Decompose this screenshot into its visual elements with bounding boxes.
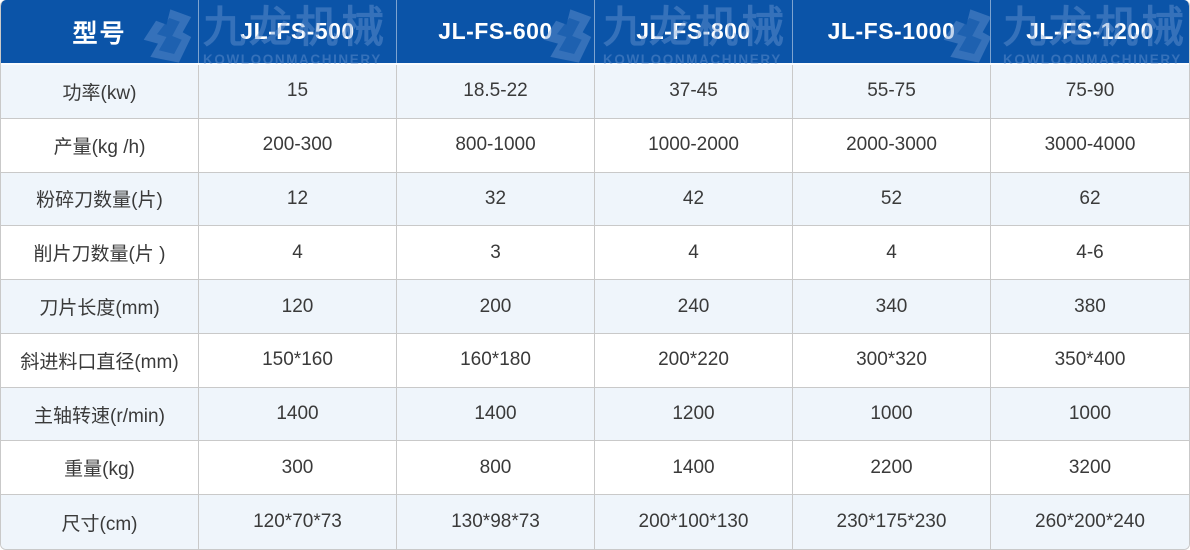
- spec-value-cell: 240: [595, 280, 793, 334]
- spec-value-cell: 2200: [793, 441, 991, 496]
- row-label: 主轴转速(r/min): [1, 387, 199, 442]
- spec-value-cell: 32: [397, 172, 595, 227]
- spec-value-cell: 4: [199, 226, 397, 281]
- spec-value-cell: 300*320: [793, 333, 991, 388]
- spec-value-cell: 75-90: [991, 65, 1189, 119]
- spec-value-cell: 120: [199, 280, 397, 334]
- row-label: 功率(kw): [1, 65, 199, 119]
- spec-value-cell: 1000-2000: [595, 118, 793, 173]
- header-cell-jl-fs-600: JL-FS-600: [397, 0, 595, 63]
- spec-value-cell: 340: [793, 280, 991, 334]
- spec-value-cell: 200*100*130: [595, 495, 793, 549]
- spec-value-cell: 120*70*73: [199, 495, 397, 549]
- row-label: 粉碎刀数量(片): [1, 172, 199, 227]
- table-row-spindle-speed: 主轴转速(r/min) 1400 1400 1200 1000 1000: [1, 387, 1189, 442]
- spec-value-cell: 3200: [991, 441, 1189, 496]
- table-body: 功率(kw) 15 18.5-22 37-45 55-75 75-90 产量(k…: [1, 65, 1189, 549]
- spec-value-cell: 150*160: [199, 333, 397, 388]
- spec-value-cell: 130*98*73: [397, 495, 595, 549]
- spec-value-cell: 15: [199, 65, 397, 119]
- spec-value-cell: 55-75: [793, 65, 991, 119]
- spec-value-cell: 800: [397, 441, 595, 496]
- spec-value-cell: 230*175*230: [793, 495, 991, 549]
- spec-value-cell: 42: [595, 172, 793, 227]
- spec-value-cell: 200*220: [595, 333, 793, 388]
- spec-value-cell: 260*200*240: [1035, 511, 1145, 533]
- spec-value-cell: 37-45: [595, 65, 793, 119]
- table-row-crushing-blades: 粉碎刀数量(片) 12 32 42 52 62: [1, 172, 1189, 227]
- row-label: 削片刀数量(片 ): [1, 226, 199, 281]
- row-label: 产量(kg /h): [1, 118, 199, 173]
- row-label: 重量(kg): [1, 441, 199, 496]
- spec-value-cell: 200: [397, 280, 595, 334]
- spec-value-cell: 3: [397, 226, 595, 281]
- header-cell-jl-fs-1000: JL-FS-1000: [793, 0, 991, 63]
- spec-value-cell: 12: [199, 172, 397, 227]
- row-label: 尺寸(cm): [1, 495, 199, 549]
- table-row-blade-length: 刀片长度(mm) 120 200 240 340 380: [1, 280, 1189, 334]
- row-label: 刀片长度(mm): [1, 280, 199, 334]
- spec-value-cell: 800-1000: [397, 118, 595, 173]
- spec-value-cell: 4-6: [991, 226, 1189, 281]
- table-row-chipping-blades: 削片刀数量(片 ) 4 3 4 4 4-6: [1, 226, 1189, 281]
- table-row-power: 功率(kw) 15 18.5-22 37-45 55-75 75-90: [1, 65, 1189, 119]
- header-cell-jl-fs-1200: JL-FS-1200: [1026, 18, 1154, 44]
- spec-value-cell: 3000-4000: [991, 119, 1189, 173]
- spec-value-cell: 200-300: [199, 118, 397, 173]
- spec-value-cell: 62: [991, 173, 1189, 227]
- spec-value-cell: 1400: [397, 387, 595, 442]
- table-row-output: 产量(kg /h) 200-300 800-1000 1000-2000 200…: [1, 118, 1189, 173]
- header-cell-model: 型号: [1, 0, 199, 63]
- spec-value-cell: 1000: [793, 387, 991, 442]
- spec-value-cell: 18.5-22: [397, 65, 595, 119]
- row-label: 斜进料口直径(mm): [1, 333, 199, 388]
- spec-value-cell: 1400: [199, 387, 397, 442]
- spec-value-cell: 4: [793, 226, 991, 281]
- table-row-weight: 重量(kg) 300 800 1400 2200 3200: [1, 441, 1189, 496]
- header-cell-jl-fs-500: JL-FS-500: [199, 0, 397, 63]
- table-header-row: 型号 JL-FS-500 JL-FS-600 JL-FS-800 JL-FS-1…: [1, 0, 1189, 65]
- spec-value-cell: 350*400: [991, 334, 1189, 388]
- header-cell-jl-fs-800: JL-FS-800: [595, 0, 793, 63]
- spec-value-cell: 52: [793, 172, 991, 227]
- spec-value-cell: 4: [595, 226, 793, 281]
- spec-value-cell: 380: [991, 280, 1189, 334]
- spec-value-cell: 1200: [595, 387, 793, 442]
- spec-value-cell: 300: [199, 441, 397, 496]
- spec-value-cell: 1400: [595, 441, 793, 496]
- spec-value-cell: 2000-3000: [793, 118, 991, 173]
- table-row-inlet-diameter: 斜进料口直径(mm) 150*160 160*180 200*220 300*3…: [1, 333, 1189, 388]
- spec-value-cell: 160*180: [397, 333, 595, 388]
- spec-value-cell: 1000: [991, 388, 1189, 442]
- table-row-dimensions: 尺寸(cm) 120*70*73 130*98*73 200*100*130 2…: [1, 495, 1189, 549]
